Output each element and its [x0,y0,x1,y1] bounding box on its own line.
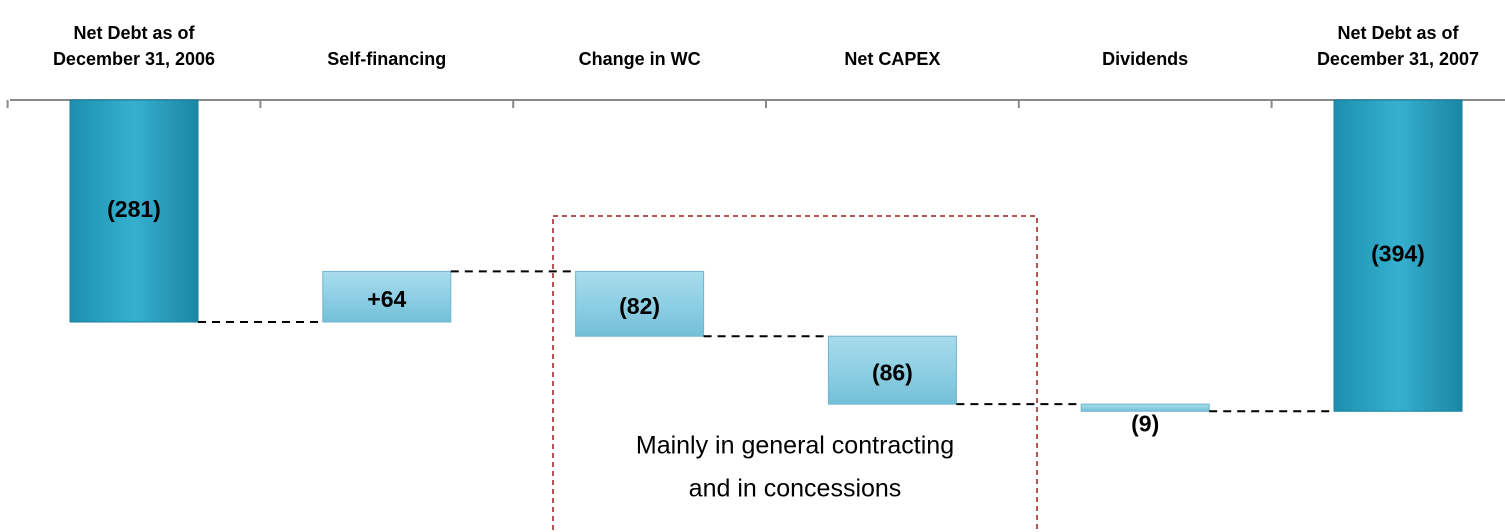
bar [827,335,957,405]
annotation: Mainly in general contracting [636,432,954,460]
bar [1333,99,1463,412]
bar [69,99,199,323]
value-label: (281) [107,196,161,222]
value-label: (86) [872,359,913,385]
annotation: and in concessions [689,475,902,503]
value-label: +64 [367,286,406,312]
value-label: (9) [1131,410,1159,436]
value-label: (82) [619,293,660,319]
category-label: Net CAPEX [844,49,941,69]
value-label: (394) [1371,241,1425,267]
bar [322,270,452,323]
bar [575,270,705,337]
category-label: Net Debt as of December 31, 2007 [1316,23,1480,69]
category-label: Dividends [1102,49,1189,69]
category-label: Net Debt as of December 31, 2006 [52,23,216,69]
bar [1080,403,1210,412]
annotation-box [552,215,1038,532]
category-label: Change in WC [578,49,701,69]
category-label: Self-financing [327,49,447,69]
